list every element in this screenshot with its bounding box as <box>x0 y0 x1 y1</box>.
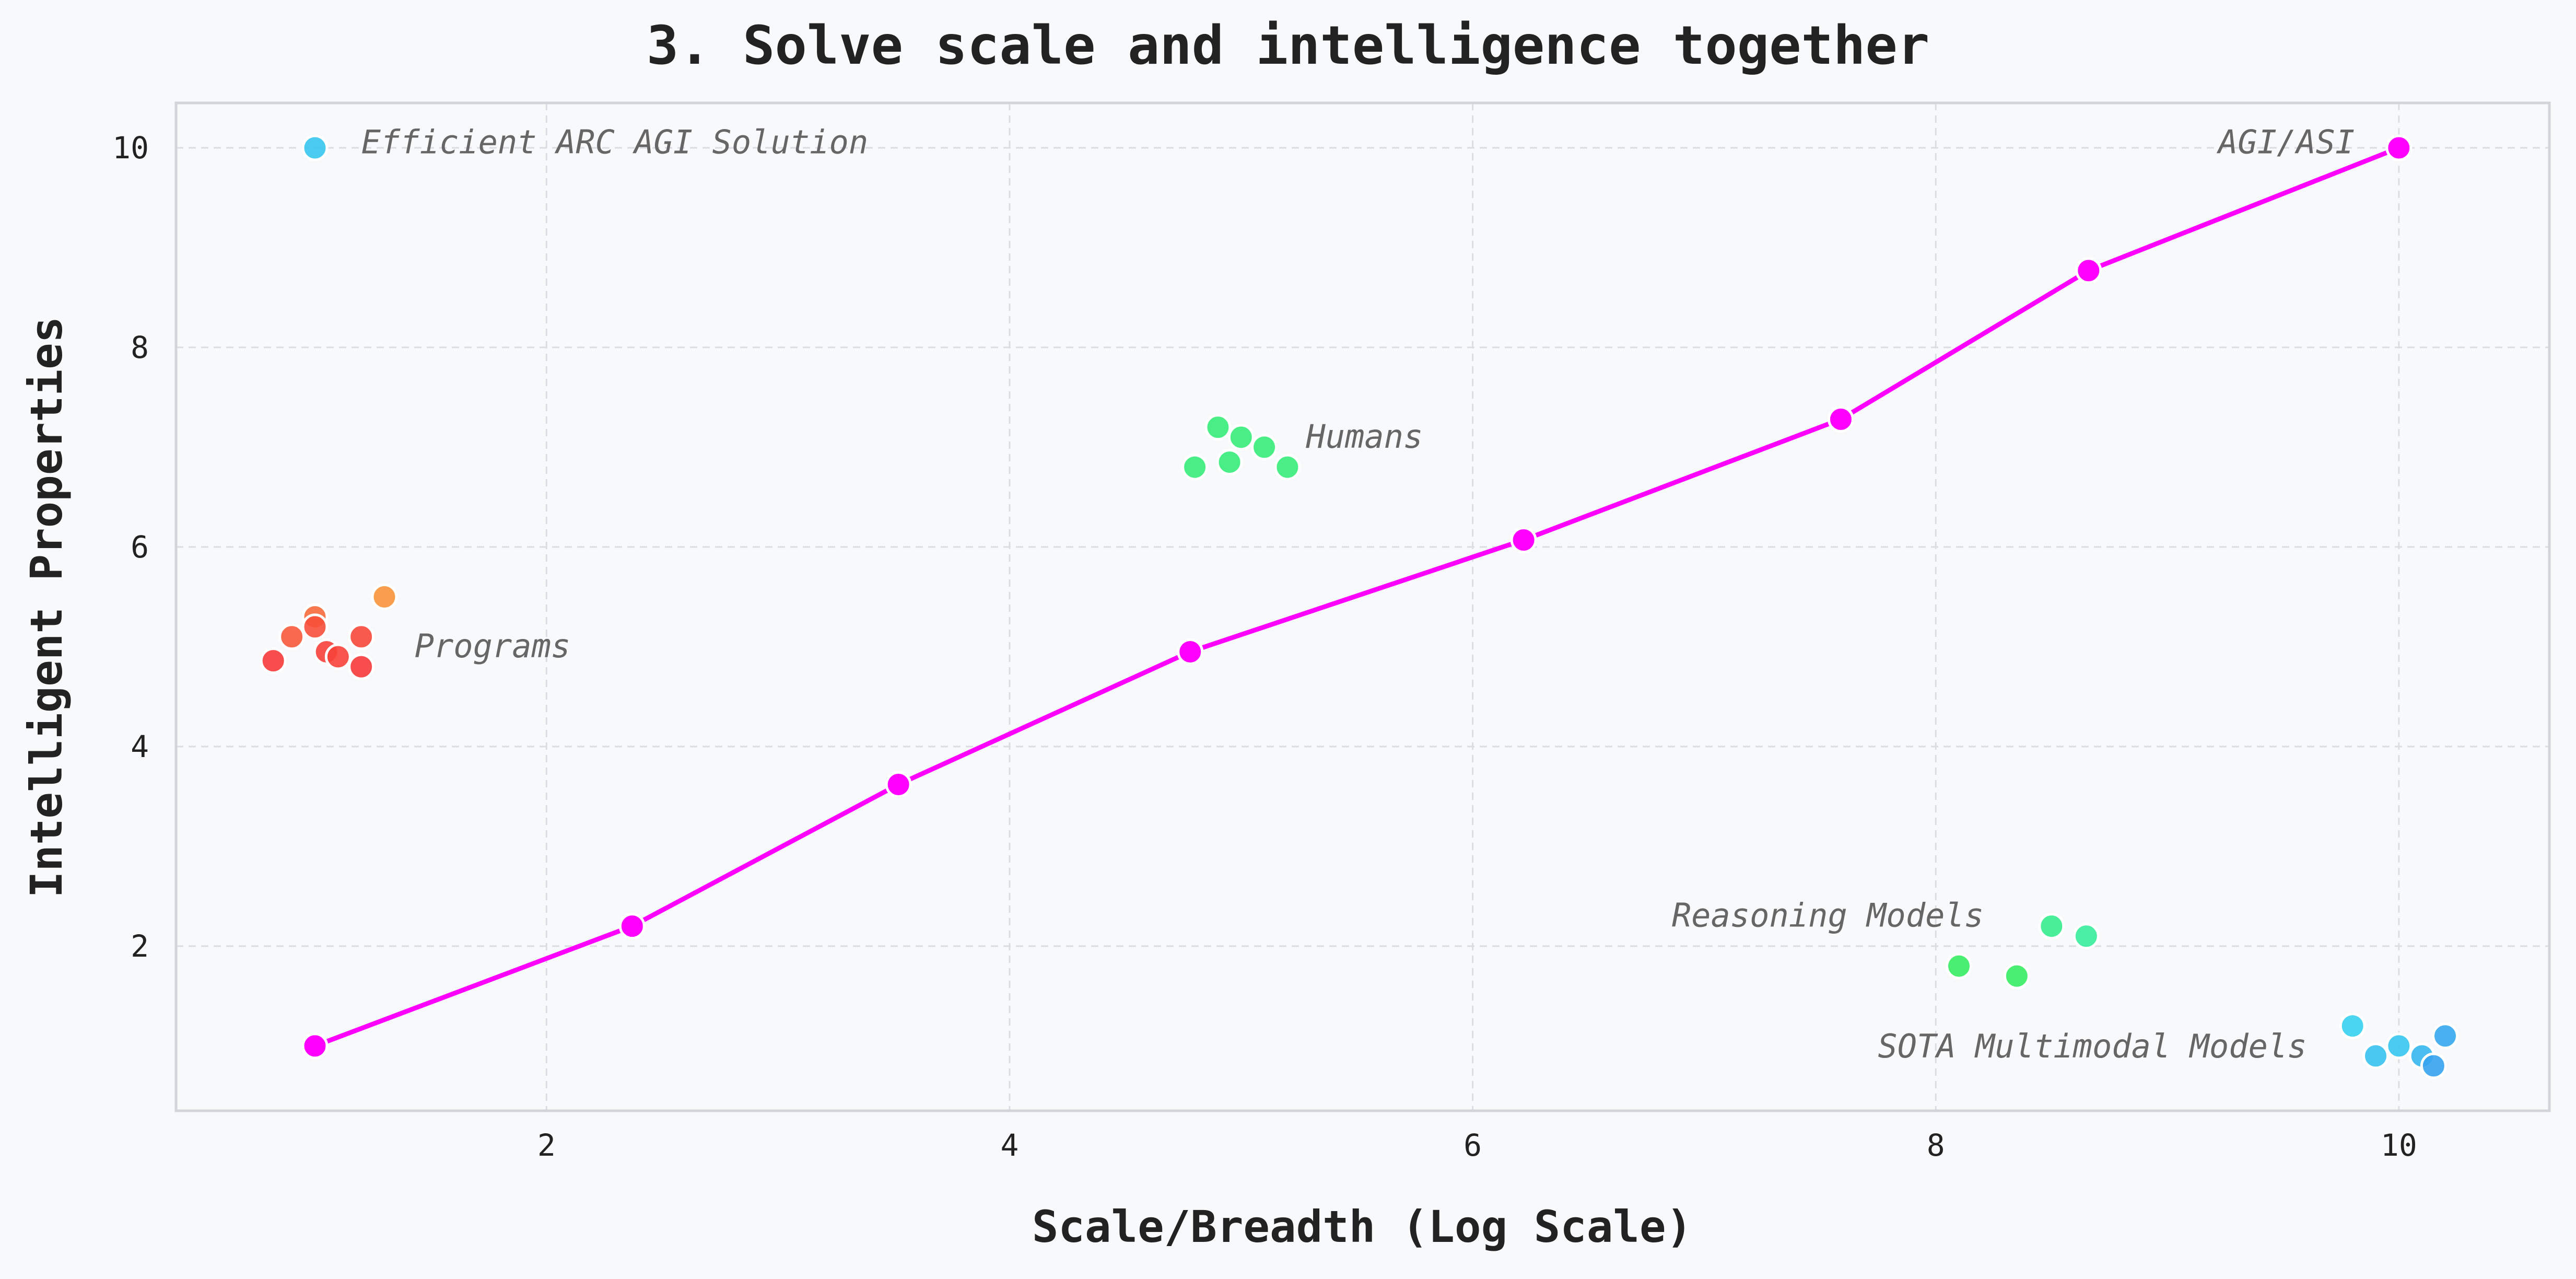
cluster-label: SOTA Multimodal Models <box>1878 1027 2306 1065</box>
cluster-label: Humans <box>1305 417 1423 456</box>
trend-line-point <box>2385 134 2413 161</box>
chart-title: 3. Solve scale and intelligence together <box>647 15 1929 77</box>
scatter-point <box>1251 434 1278 461</box>
plot-frame <box>174 101 2551 1112</box>
scatter-point <box>348 623 375 650</box>
cluster-label: Efficient ARC AGI Solution <box>361 123 869 161</box>
scatter-point <box>371 583 398 610</box>
ticks: 2 4 6 8 10 2 4 6 8 10 <box>112 130 2417 1163</box>
scatter-point <box>348 653 375 680</box>
x-tick-label: 10 <box>2381 1127 2417 1163</box>
y-tick-label: 8 <box>131 330 149 365</box>
scatter-point <box>1204 414 1232 441</box>
trend-line-point <box>1827 405 1854 433</box>
y-tick-label: 4 <box>131 729 149 764</box>
trend-line-point <box>1177 638 1204 665</box>
scatter-point <box>1946 952 1973 980</box>
scatter-point <box>1227 424 1255 451</box>
grid <box>176 103 2549 1111</box>
scatter-point <box>1181 454 1209 481</box>
y-tick-label: 6 <box>131 529 149 565</box>
scatter-point <box>2362 1042 2390 1069</box>
endpoint-label: AGI/ASI <box>2216 123 2355 161</box>
x-tick-label: 4 <box>1000 1127 1018 1163</box>
scatter-point <box>2038 913 2065 940</box>
cluster-label: Reasoning Models <box>1672 897 1984 935</box>
scatter-point <box>1216 449 1243 476</box>
scatter-points <box>260 134 2459 1079</box>
trend-line-point <box>1510 527 1537 554</box>
trend-line <box>301 134 2413 1060</box>
trend-line-path <box>314 145 2400 1049</box>
scatter-point <box>301 613 329 641</box>
annotations: Programs Humans Reasoning Models SOTA Multi… <box>361 123 2355 1065</box>
x-tick-label: 6 <box>1463 1127 1482 1163</box>
scatter-point <box>260 647 287 675</box>
scatter-point <box>324 643 352 670</box>
scatter-point <box>2003 962 2030 990</box>
trend-line-point <box>885 771 912 798</box>
trend-line-point <box>301 1032 329 1060</box>
x-tick-label: 8 <box>1927 1127 1945 1163</box>
scatter-point <box>2420 1052 2447 1079</box>
scatter-point <box>2385 1032 2413 1060</box>
scatter-point <box>2072 923 2100 950</box>
scatter-point <box>278 623 306 650</box>
scatter-point <box>2339 1013 2366 1040</box>
trend-line-point <box>2075 257 2102 284</box>
scatter-point <box>1274 454 1301 481</box>
x-axis-label: Scale/Breadth (Log Scale) <box>1032 1201 1692 1252</box>
cluster-label: Programs <box>415 627 571 665</box>
x-tick-label: 2 <box>537 1127 556 1163</box>
y-tick-label: 2 <box>131 928 149 964</box>
y-axis-label: Intelligent Properties <box>21 317 72 898</box>
trend-line-point <box>618 913 646 940</box>
scatter-point <box>2432 1022 2459 1050</box>
y-tick-label: 10 <box>112 130 149 166</box>
scatter-point <box>301 134 329 161</box>
